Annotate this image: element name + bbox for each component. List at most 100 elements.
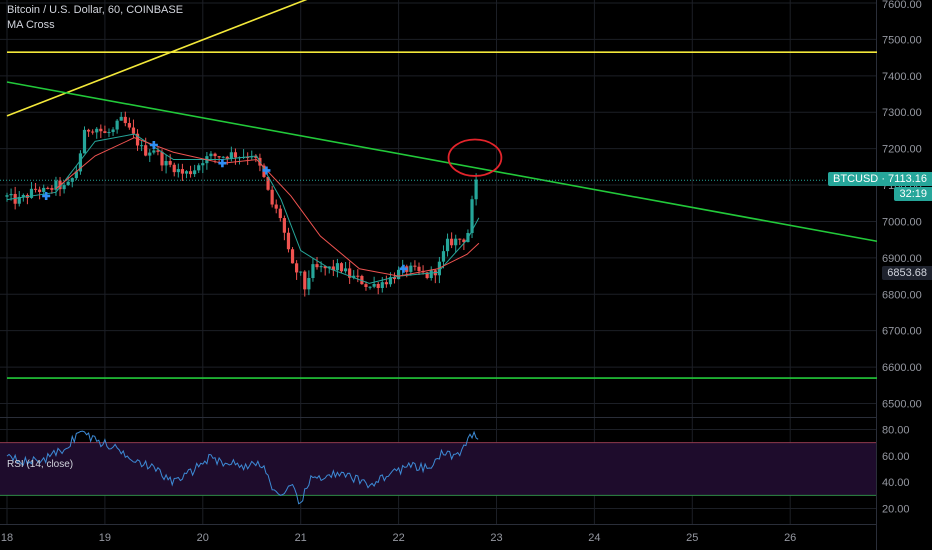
candle-down [254, 156, 258, 158]
candle-up [388, 277, 393, 285]
candle-down [339, 263, 344, 272]
ma-fast-line [6, 133, 480, 284]
current-price-tag: BTCUSD · 7113.16 [828, 172, 932, 186]
candle-up [197, 165, 201, 171]
candle-down [303, 271, 307, 290]
candle-up [335, 263, 340, 271]
candle-down [413, 265, 417, 267]
rsi-tick-label: 80.00 [882, 425, 910, 437]
ma-slow-line [55, 137, 480, 277]
candle-up [66, 181, 70, 186]
candle-down [274, 204, 278, 209]
time-tick-label: 23 [490, 532, 502, 544]
candle-up [193, 170, 197, 175]
candle-down [144, 145, 148, 156]
candle-down [462, 239, 466, 243]
cross-marker [262, 166, 271, 175]
candle-up [29, 188, 34, 198]
candle-down [180, 169, 185, 174]
candle-up [107, 132, 111, 134]
candle-up [327, 266, 331, 269]
candle-up [441, 251, 446, 262]
candle-up [115, 120, 119, 130]
candle-up [319, 266, 323, 268]
candle-down [91, 131, 95, 133]
candle-up [221, 156, 225, 158]
highlight-circle-shape [447, 138, 503, 177]
current-price-sep: · [881, 173, 889, 185]
candle-down [364, 284, 368, 287]
rsi-tick-label: 40.00 [882, 477, 910, 489]
candle-down [50, 188, 54, 190]
candle-up [152, 150, 156, 153]
candle-down [270, 189, 274, 205]
candle-up [380, 282, 384, 288]
candle-down [168, 161, 172, 165]
price-tick-label: 6900.00 [882, 253, 922, 265]
candle-down [233, 152, 238, 158]
candle-up [176, 169, 180, 173]
candle-down [290, 249, 295, 264]
candle-down [331, 266, 335, 271]
candle-up [42, 187, 46, 192]
candle-up [445, 238, 450, 252]
candle-down [156, 150, 160, 152]
candle-down [282, 218, 286, 233]
candle-down [86, 129, 91, 132]
rsi-title: RSI (14, close) [7, 459, 74, 470]
candle-up [209, 153, 213, 157]
candle-up [307, 278, 311, 290]
candle-down [33, 188, 38, 190]
candle-up [17, 196, 21, 204]
candle-down [266, 176, 270, 190]
price-tick-label: 6800.00 [882, 289, 922, 301]
cross-marker [399, 264, 408, 273]
candle-down [417, 266, 421, 271]
candle-down [123, 116, 127, 124]
price-tick-label: 7000.00 [882, 216, 922, 228]
candle-up [372, 283, 376, 287]
candle-up [343, 268, 348, 272]
candle-down [213, 153, 217, 157]
candle-down [217, 156, 221, 158]
candle-down [376, 283, 380, 288]
candle-down [360, 275, 364, 285]
candle-up [397, 269, 401, 280]
candle-down [38, 189, 42, 192]
candle-up [409, 265, 413, 272]
candle-up [229, 152, 233, 159]
rsi-tick-label: 20.00 [882, 504, 910, 516]
price-tick-label: 7200.00 [882, 144, 922, 156]
candle-down [103, 131, 107, 134]
other-price-tag: 6853.68 [882, 266, 932, 280]
candle-down [323, 266, 327, 269]
candle-up [74, 171, 78, 179]
candle-down [188, 171, 193, 175]
time-tick-label: 25 [686, 532, 698, 544]
candle-up [82, 129, 87, 154]
candle-up [429, 270, 433, 279]
candle-up [201, 163, 205, 166]
cross-marker [218, 159, 227, 168]
candle-up [454, 238, 458, 246]
chart-title: Bitcoin / U.S. Dollar, 60, COINBASE [7, 4, 184, 16]
candle-up [164, 161, 168, 166]
time-tick-label: 24 [588, 532, 600, 544]
current-price-value: 7113.16 [888, 173, 927, 185]
indicator-name: MA Cross [7, 19, 55, 31]
candle-down [392, 277, 397, 280]
candle-down [315, 264, 319, 268]
cross-marker [42, 191, 51, 200]
current-price-symbol: BTCUSD [833, 173, 879, 185]
candle-down [450, 238, 454, 246]
candle-up [95, 128, 99, 133]
time-tick-label: 20 [197, 532, 209, 544]
time-tick-label: 19 [99, 532, 111, 544]
trend-lines[interactable] [6, 0, 879, 379]
candle-up [184, 171, 189, 174]
candle-down [99, 128, 103, 132]
candle-down [131, 127, 136, 134]
cross-marker [149, 140, 158, 149]
